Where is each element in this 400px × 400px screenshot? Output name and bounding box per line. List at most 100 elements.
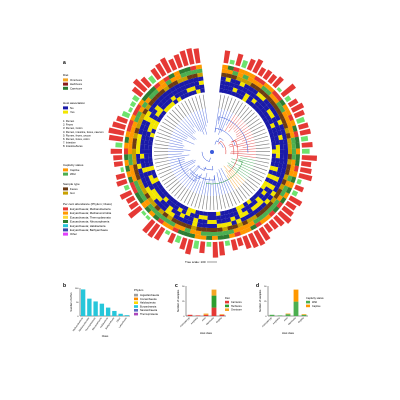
metadata-cell bbox=[157, 107, 164, 114]
metadata-cell bbox=[190, 69, 198, 75]
metadata-cell bbox=[234, 92, 241, 99]
tree-branch bbox=[241, 137, 254, 142]
metadata-cell bbox=[265, 114, 272, 121]
tree-branch bbox=[186, 116, 195, 128]
metadata-cell bbox=[266, 124, 272, 131]
metadata-cell bbox=[240, 206, 247, 213]
abundance-bar bbox=[147, 75, 157, 85]
metadata-cell bbox=[286, 164, 291, 171]
metadata-cell bbox=[160, 98, 168, 105]
metadata-cell bbox=[263, 98, 270, 106]
metadata-cell bbox=[229, 82, 235, 88]
chart-d-bar-segment bbox=[293, 289, 299, 302]
metadata-cell bbox=[289, 164, 295, 172]
metadata-cell bbox=[196, 68, 203, 74]
metadata-cell bbox=[162, 211, 169, 218]
metadata-cell bbox=[273, 199, 280, 207]
metadata-cell bbox=[132, 148, 137, 155]
metadata-cell bbox=[289, 131, 295, 139]
tip-label bbox=[159, 171, 173, 179]
tree-branch bbox=[242, 145, 256, 148]
tip-label bbox=[162, 121, 175, 130]
metadata-cell bbox=[222, 230, 229, 236]
metadata-cell bbox=[264, 176, 271, 183]
metadata-cell bbox=[291, 154, 296, 160]
metadata-cell bbox=[278, 124, 285, 131]
metadata-cell bbox=[290, 159, 296, 166]
metadata-cell bbox=[252, 217, 260, 225]
metadata-cell bbox=[154, 98, 161, 105]
legend-sample-source: 3: Rumen, Colon bbox=[63, 126, 83, 130]
tree-branch bbox=[219, 178, 226, 195]
metadata-cell bbox=[173, 213, 180, 220]
metadata-cell bbox=[169, 86, 177, 93]
chart-b-bar bbox=[118, 313, 123, 316]
metadata-cell bbox=[243, 93, 250, 99]
abundance-bar bbox=[230, 238, 238, 251]
metadata-cell bbox=[124, 159, 130, 167]
metadata-cell bbox=[271, 153, 276, 159]
metadata-cell bbox=[144, 144, 149, 150]
metadata-cell bbox=[295, 148, 301, 155]
metadata-cell bbox=[124, 136, 130, 143]
metadata-cell bbox=[243, 223, 251, 230]
metadata-cell bbox=[283, 174, 289, 181]
metadata-cell bbox=[172, 226, 180, 233]
tip-label bbox=[253, 165, 267, 172]
abundance-bar bbox=[184, 238, 194, 255]
tip-label bbox=[221, 194, 226, 209]
metadata-cell bbox=[148, 136, 154, 142]
metadata-cell bbox=[137, 133, 143, 140]
metadata-cell bbox=[202, 219, 208, 224]
metadata-cell bbox=[142, 181, 149, 189]
metadata-cell bbox=[158, 208, 165, 215]
chart-c-legend-swatch bbox=[225, 304, 229, 308]
metadata-cell bbox=[169, 202, 176, 208]
legend-diet-swatch bbox=[63, 82, 68, 86]
metadata-cell bbox=[272, 186, 279, 193]
metadata-cell bbox=[225, 77, 232, 83]
tree-branch bbox=[170, 137, 183, 142]
metadata-cell bbox=[139, 112, 146, 120]
metadata-cell bbox=[287, 148, 292, 155]
metadata-cell bbox=[197, 72, 204, 78]
metadata-cell bbox=[162, 196, 169, 203]
metadata-cell bbox=[153, 176, 160, 183]
metadata-cell bbox=[190, 86, 196, 92]
tip-label bbox=[235, 188, 244, 201]
tip-label bbox=[237, 187, 247, 199]
legend-captivity-swatch bbox=[63, 172, 68, 176]
abundance-bar bbox=[167, 232, 177, 244]
metadata-cell bbox=[180, 72, 187, 78]
metadata-cell bbox=[283, 158, 288, 165]
metadata-cell bbox=[227, 229, 235, 235]
tip-label bbox=[190, 192, 197, 207]
metadata-cell bbox=[174, 93, 181, 99]
metadata-cell bbox=[161, 221, 170, 228]
tree-node-stem bbox=[194, 177, 197, 182]
metadata-cell bbox=[144, 157, 149, 163]
metadata-cell bbox=[283, 143, 288, 150]
tree-branch bbox=[168, 148, 191, 151]
metadata-cell bbox=[279, 153, 284, 159]
metadata-cell bbox=[224, 213, 231, 219]
metadata-cell bbox=[278, 139, 284, 145]
tree-branch bbox=[172, 131, 187, 140]
metadata-cell bbox=[277, 167, 283, 174]
tip-label bbox=[255, 160, 269, 164]
chart-d-bar-segment bbox=[301, 314, 307, 315]
metadata-cell bbox=[246, 198, 252, 205]
abundance-bar bbox=[300, 135, 309, 142]
tree-node-stem bbox=[209, 157, 211, 162]
tip-label bbox=[244, 181, 256, 191]
metadata-cell bbox=[232, 87, 238, 93]
metadata-cell bbox=[185, 210, 191, 217]
tree-branch bbox=[240, 157, 256, 161]
metadata-cell bbox=[258, 88, 266, 96]
metadata-cell bbox=[157, 201, 164, 209]
metadata-cell bbox=[282, 192, 290, 200]
metadata-cell bbox=[256, 205, 264, 212]
metadata-cell bbox=[169, 101, 176, 108]
metadata-cell bbox=[285, 132, 291, 139]
